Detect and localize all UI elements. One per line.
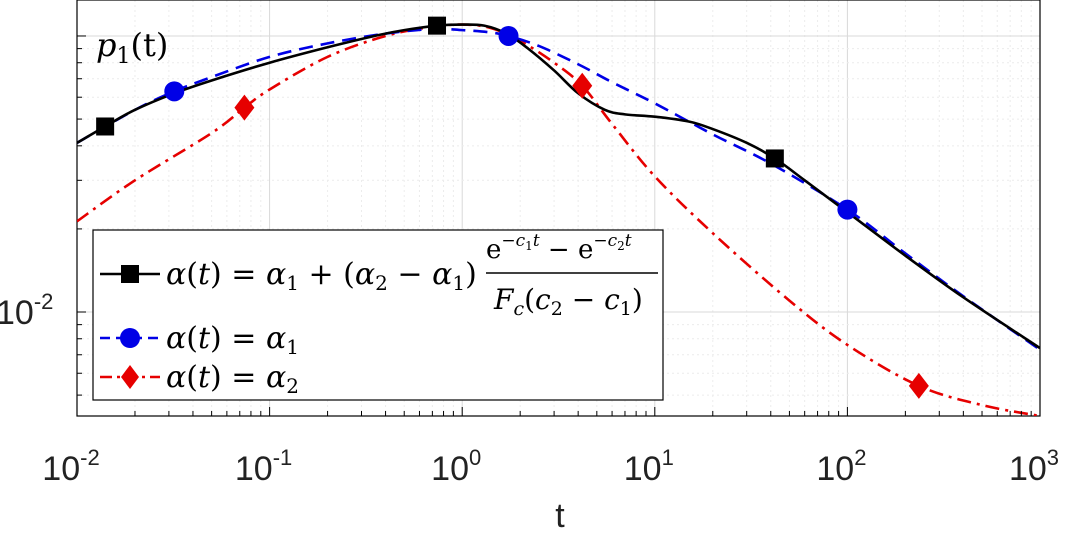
marker-square [96,117,115,136]
marker-square [428,16,447,35]
legend: α(t) = α1 + (α2 − α1) e−c1t − e−c2t Fc(c… [92,229,664,401]
legend-label-3: α(t) = α2 [166,360,299,398]
legend-label-1: α(t) = α1 + (α2 − α1) [166,257,477,295]
legend-label-2: α(t) = α1 [166,321,299,359]
legend-entry-3: α(t) = α2 [100,360,299,398]
x-tick-label: 10-1 [235,445,292,488]
legend-marker-circle [120,328,140,348]
series-line-1 [77,23,1040,350]
annotation-base: p [96,26,116,64]
marker-square [765,149,784,168]
legend-entry-1: α(t) = α1 + (α2 − α1) e−c1t − e−c2t Fc(c… [100,231,658,320]
x-tick-label: 10-2 [42,445,99,488]
x-tick-label: 103 [1009,445,1059,488]
series-layer [77,16,1040,416]
legend-frac-num: e−c1t − e−c2t [486,231,632,265]
curve-annotation: p1(t) [96,26,168,69]
annotation-rest: (t) [130,26,168,64]
y-tick-label: 10-2 [0,289,53,332]
marker-diamond [572,72,593,99]
x-axis-title: t [555,497,565,534]
x-tick-label: 100 [431,445,481,488]
marker-diamond [234,94,255,121]
marker-circle [498,25,519,46]
axis-ticks: 10-2 10-1 100 101 102 103 10-2 [0,35,1059,488]
plot-area [76,0,1041,417]
x-tick-label: 102 [816,445,866,488]
legend-marker-square [121,265,139,283]
legend-box [92,229,664,401]
legend-entry-2: α(t) = α1 [100,321,299,359]
marker-circle [837,199,858,220]
annotation-sub: 1 [116,44,130,69]
marker-circle [164,81,185,102]
legend-frac-den: Fc(c2 − c1) [493,283,643,320]
x-tick-label: 101 [624,445,674,488]
legend-marker-diamond [121,365,139,389]
marker-diamond [908,372,929,399]
